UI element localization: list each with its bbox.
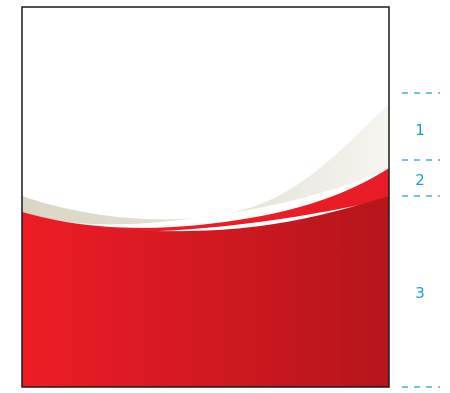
region-label-3: 3 [415, 284, 425, 302]
frame-border [21, 6, 390, 388]
region-label-1: 1 [415, 121, 425, 139]
region-label-2: 2 [415, 171, 425, 189]
red-band [22, 168, 389, 233]
cream-swoosh [22, 104, 389, 225]
red-body [22, 196, 389, 387]
